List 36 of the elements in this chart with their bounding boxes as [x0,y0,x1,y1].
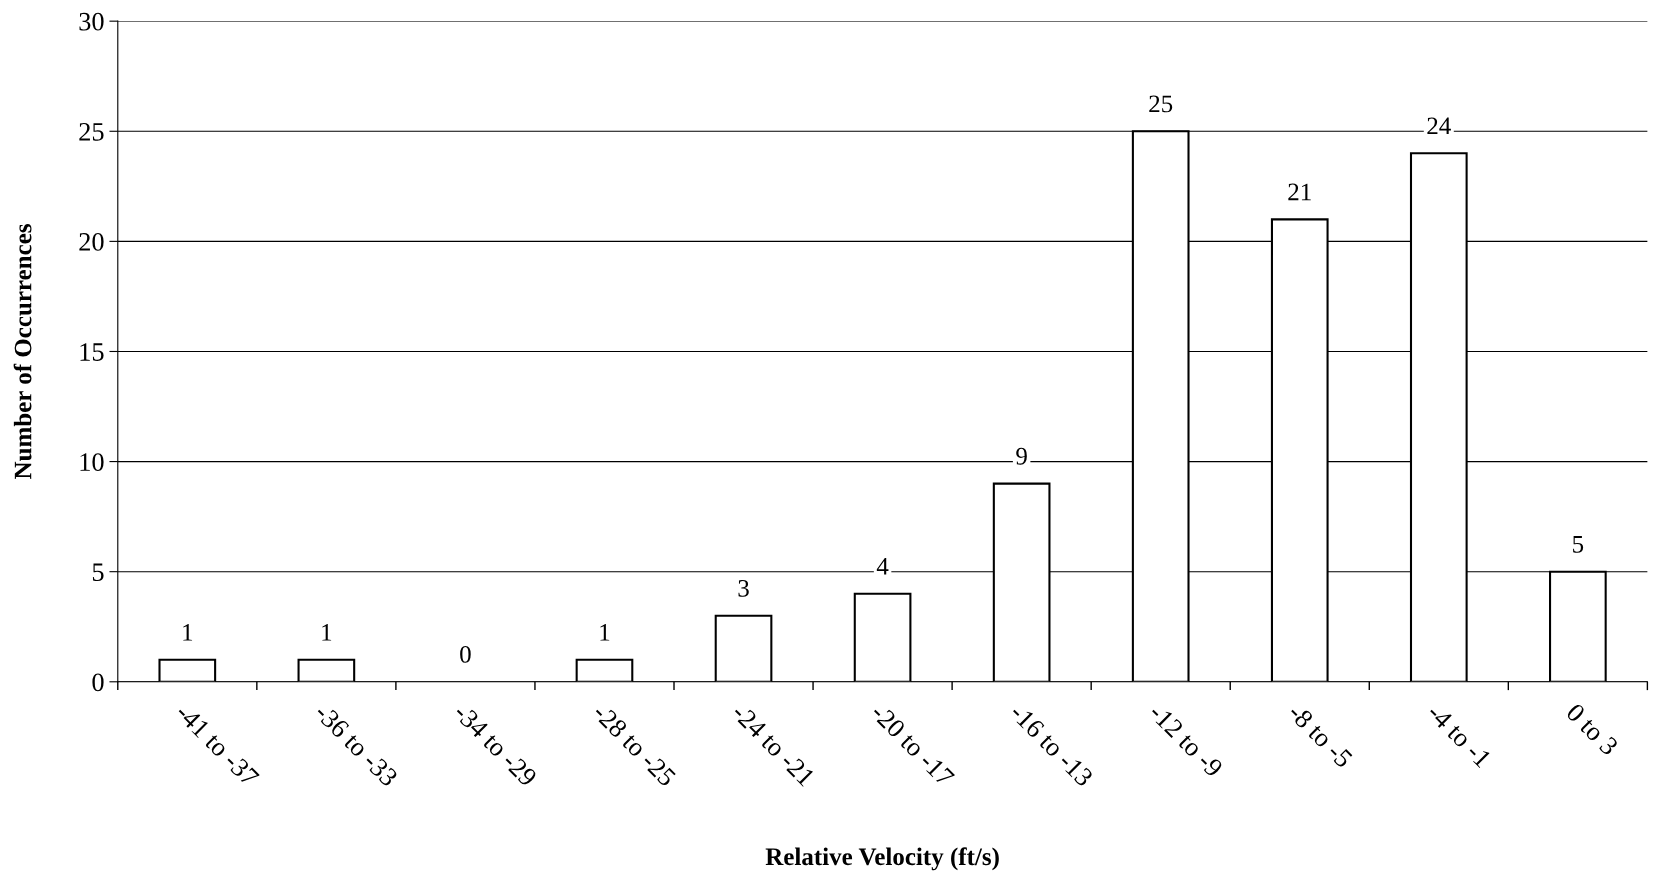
data-label: 1 [322,624,332,641]
bar [714,614,773,682]
x-tick-label: -4 to -1 [1426,702,1492,769]
bar [297,658,356,682]
y-axis-title: Number of Occurrences [13,224,32,479]
y-tick-label: 10 [80,453,104,471]
x-tick-label: -12 to -9 [1148,702,1224,778]
data-label: 5 [1573,536,1584,553]
y-tick-label: 30 [79,12,104,31]
y-tick-label: 0 [92,673,104,692]
y-tick-label: 5 [92,563,104,582]
data-label: 0 [460,645,471,663]
y-tick-label: 25 [79,122,104,141]
bar [575,658,634,682]
data-label: 9 [1016,447,1027,465]
data-label: 1 [183,624,193,641]
x-tick-label: -34 to -29 [452,702,538,788]
data-label: 25 [1149,95,1173,113]
x-tick-label: 0 to 3 [1565,702,1620,757]
x-tick-label: -16 to -13 [1009,702,1094,788]
data-label: 21 [1288,183,1311,201]
x-axis-title: Relative Velocity (ft/s) [765,847,999,871]
x-tick-label: -8 to -5 [1287,702,1354,769]
x-tick-label: -41 to -37 [174,702,260,788]
bar [853,592,912,682]
x-tick-label: -36 to -33 [313,702,399,788]
bar [158,658,217,682]
x-tick-label: -20 to -17 [870,702,956,788]
y-tick-label: 20 [79,232,104,251]
data-label: 24 [1427,117,1451,135]
y-tick-label: 15 [80,343,104,361]
data-label: 4 [876,558,889,575]
x-tick-label: -24 to -21 [731,702,816,787]
x-tick-label: -28 to -25 [592,702,677,788]
data-label: 1 [600,624,610,641]
data-label: 3 [738,579,749,597]
